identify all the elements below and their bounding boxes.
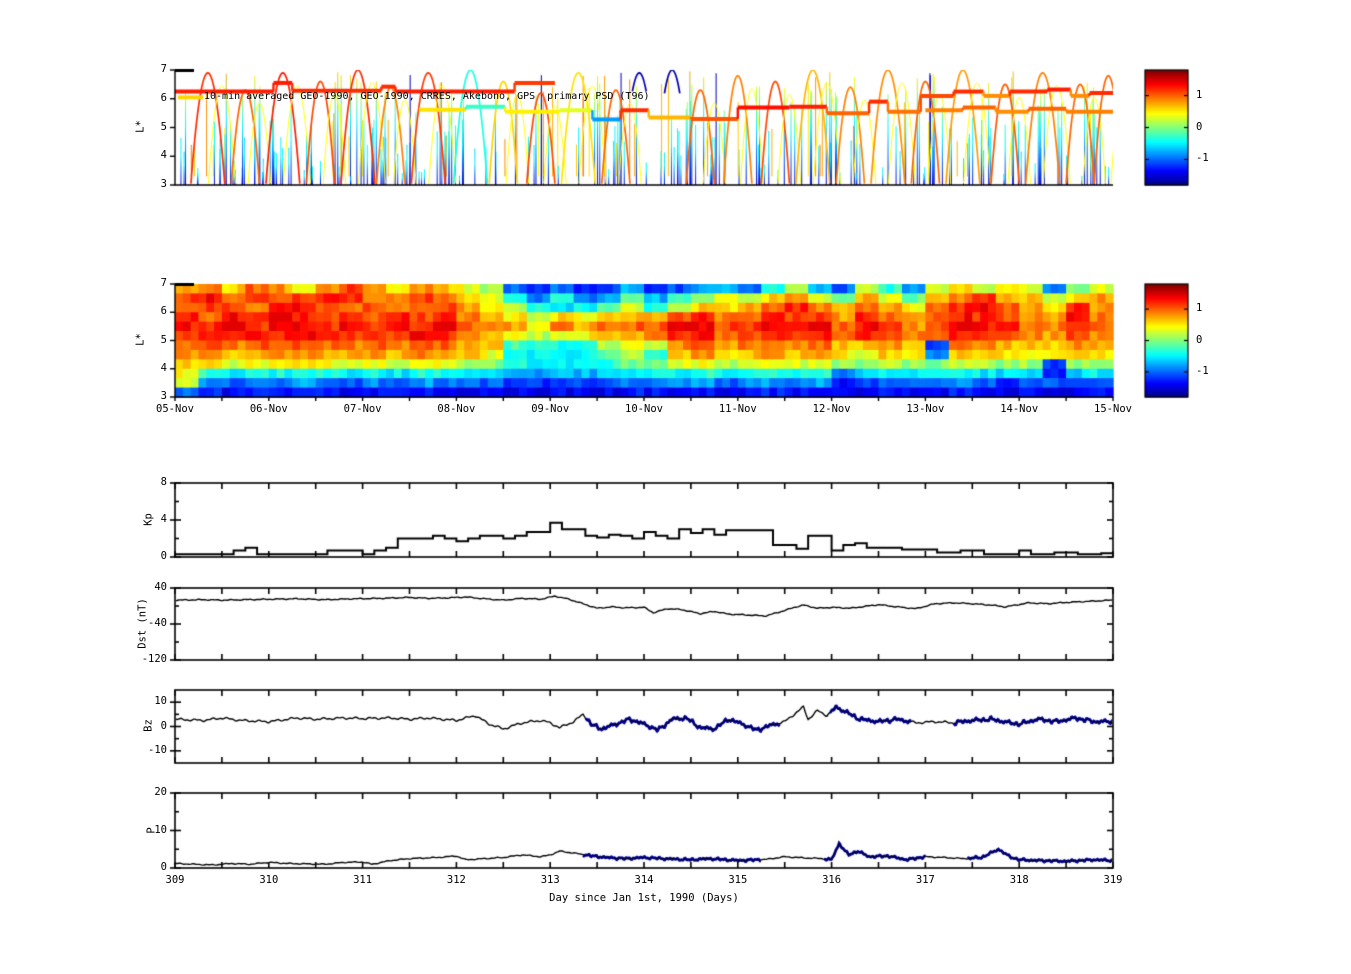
xaxis-tick-313: 313: [540, 874, 560, 886]
dst-ytick--40: -40: [148, 617, 167, 629]
xaxis-tick-309: 309: [165, 874, 185, 886]
psd-scatter-canvas: [161, 56, 1127, 199]
scatter-ytick-3: 3: [160, 178, 167, 190]
xaxis-tick-315: 315: [728, 874, 748, 886]
kp-ytick-4: 4: [160, 513, 167, 525]
date-label-11-Nov: 11-Nov: [718, 403, 757, 415]
date-label-10-Nov: 10-Nov: [625, 403, 663, 415]
p-ytick-0: 0: [160, 861, 167, 873]
xaxis-tick-314: 314: [634, 874, 654, 886]
p-ytick-20: 20: [154, 786, 167, 798]
xaxis-tick-311: 311: [353, 874, 373, 886]
kp-ytick-8: 8: [160, 476, 167, 488]
scatter-ytick-6: 6: [160, 91, 167, 104]
date-label-14-Nov: 14-Nov: [1000, 403, 1039, 415]
kp-ytick-0: 0: [160, 550, 167, 562]
bz-panel-canvas: [161, 676, 1127, 777]
date-label-13-Nov: 13-Nov: [906, 403, 945, 415]
colorbar-tick-1: 1: [1196, 88, 1203, 101]
xaxis-tick-318: 318: [1009, 874, 1029, 886]
bz-ytick-10: 10: [154, 695, 167, 708]
p-panel-canvas: [161, 779, 1127, 882]
date-label-09-Nov: 09-Nov: [531, 403, 570, 415]
date-label-06-Nov: 06-Nov: [249, 403, 288, 415]
scatter-ylabel: L*: [134, 120, 147, 133]
colorbar-top-canvas: [1131, 56, 1202, 199]
colorbar-tick--1: -1: [1196, 364, 1209, 377]
bz-ytick-0: 0: [160, 719, 167, 732]
date-label-05-Nov: 05-Nov: [156, 403, 194, 415]
heatmap-ytick-7: 7: [160, 277, 167, 289]
colorbar-bottom-canvas: [1131, 270, 1202, 411]
xaxis-label: Day since Jan 1st, 1990 (Days): [549, 892, 739, 904]
date-label-12-Nov: 12-Nov: [812, 403, 851, 415]
xaxis-tick-317: 317: [915, 874, 935, 886]
xaxis-tick-319: 319: [1103, 874, 1123, 886]
heatmap-ytick-6: 6: [160, 305, 167, 318]
heatmap-ytick-5: 5: [160, 333, 167, 346]
bz-ytick--10: -10: [148, 743, 167, 756]
date-label-15-Nov: 15-Nov: [1094, 403, 1132, 415]
date-label-08-Nov: 08-Nov: [437, 403, 476, 415]
psd-heatmap-canvas: [161, 270, 1127, 411]
xaxis-tick-310: 310: [259, 874, 279, 886]
heatmap-ytick-4: 4: [160, 361, 167, 374]
xaxis-tick-312: 312: [446, 874, 466, 886]
colorbar-tick-0: 0: [1196, 333, 1203, 346]
kp-panel-canvas: [161, 469, 1127, 571]
dst-ytick--120: -120: [141, 653, 167, 665]
xaxis-tick-316: 316: [822, 874, 842, 886]
colorbar-tick--1: -1: [1196, 152, 1209, 165]
scatter-ytick-5: 5: [160, 120, 167, 133]
heatmap-ytick-3: 3: [160, 390, 167, 402]
plot-title: 10-min averaged GEO-1990, GEO-1990, CRRE…: [204, 91, 650, 102]
scatter-ytick-4: 4: [160, 149, 167, 162]
dst-panel-canvas: [161, 574, 1127, 674]
p-ytick-10: 10: [154, 823, 167, 836]
colorbar-tick-0: 0: [1196, 120, 1203, 133]
date-label-07-Nov: 07-Nov: [343, 403, 382, 415]
heatmap-ylabel: L*: [134, 333, 147, 346]
dst-ytick-40: 40: [154, 581, 167, 593]
scatter-ytick-7: 7: [160, 63, 167, 75]
colorbar-tick-1: 1: [1196, 302, 1203, 315]
